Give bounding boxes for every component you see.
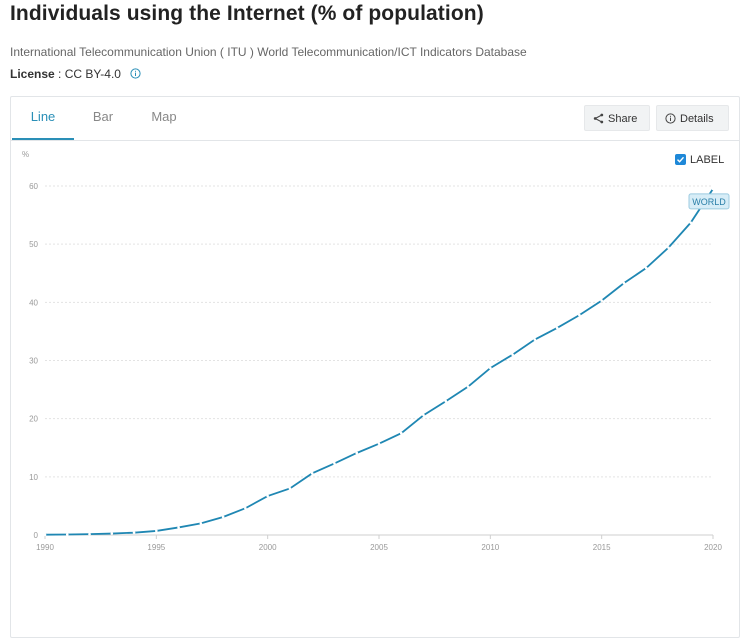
data-point (199, 522, 203, 525)
label-toggle[interactable]: LABEL (675, 154, 724, 166)
license-value: : CC BY-4.0 (54, 67, 121, 81)
data-point (355, 451, 359, 455)
data-point (310, 472, 314, 475)
data-point (533, 338, 537, 341)
data-point (377, 442, 381, 445)
y-tick-label: 60 (29, 182, 38, 191)
data-point (489, 366, 492, 370)
data-point (288, 487, 292, 490)
share-button[interactable]: Share (584, 105, 650, 131)
tab-line[interactable]: Line (12, 97, 74, 140)
line-chart: % 0 10 20 30 40 50 60 1990 1995 2000 2005 2010 2015 20… (22, 150, 730, 552)
details-info-icon (665, 113, 676, 124)
check-icon (677, 156, 685, 163)
label-toggle-text: LABEL (690, 154, 725, 166)
data-point (444, 399, 448, 403)
data-point (244, 506, 247, 510)
license-row: License : CC BY-4.0 (10, 67, 141, 82)
y-tick-label: 0 (34, 531, 39, 540)
series-label-text: WORLD (692, 197, 726, 207)
x-tick-label: 1995 (147, 543, 165, 552)
x-tick-label: 2020 (704, 543, 722, 552)
x-tick-label: 2010 (481, 543, 499, 552)
series-label-box (688, 193, 730, 210)
data-point (667, 246, 670, 249)
y-tick-label: 20 (29, 415, 38, 424)
data-point (422, 413, 425, 417)
y-axis-unit-label: % (22, 150, 29, 159)
data-point (43, 533, 47, 537)
x-tick-label: 2015 (593, 543, 611, 552)
data-point (110, 532, 114, 535)
data-point (711, 187, 715, 191)
share-label: Share (608, 113, 638, 125)
details-button[interactable]: Details (656, 105, 729, 131)
data-point (65, 533, 69, 536)
data-point (622, 281, 626, 285)
label-checkbox[interactable] (675, 154, 686, 165)
y-tick-label: 30 (29, 357, 38, 366)
data-point (266, 494, 269, 498)
data-point (466, 385, 470, 388)
x-tick-label: 1990 (36, 543, 54, 552)
tab-bar[interactable]: Bar (92, 109, 114, 124)
data-point (221, 515, 225, 519)
data-point (511, 353, 514, 356)
chart-tabs: Line Bar Map (11, 97, 739, 141)
data-point (155, 529, 158, 533)
data-point (132, 531, 136, 534)
data-point (600, 299, 603, 302)
y-tick-label: 40 (29, 298, 38, 307)
x-tick-label: 2000 (259, 543, 277, 552)
chart-card: Line Bar Map Share Details LABEL % 0 10 20 3… (10, 96, 740, 638)
details-label: Details (680, 113, 714, 125)
data-point (555, 326, 559, 330)
page-title: Individuals using the Internet (% of pop… (10, 2, 484, 25)
data-point (88, 532, 91, 536)
y-tick-label: 50 (29, 240, 38, 249)
info-icon[interactable] (130, 68, 141, 82)
tab-map[interactable]: Map (151, 109, 177, 124)
license-label: License (10, 67, 55, 81)
series-line-world (44, 188, 714, 536)
data-point (399, 431, 403, 435)
source-citation: International Telecommunication Union ( … (10, 45, 527, 59)
data-point (578, 313, 581, 317)
y-tick-label: 10 (29, 473, 38, 482)
data-point (689, 221, 693, 224)
data-point (644, 266, 648, 270)
share-icon (593, 113, 604, 124)
data-point (177, 526, 180, 529)
data-point (333, 462, 336, 465)
x-tick-label: 2005 (370, 543, 388, 552)
